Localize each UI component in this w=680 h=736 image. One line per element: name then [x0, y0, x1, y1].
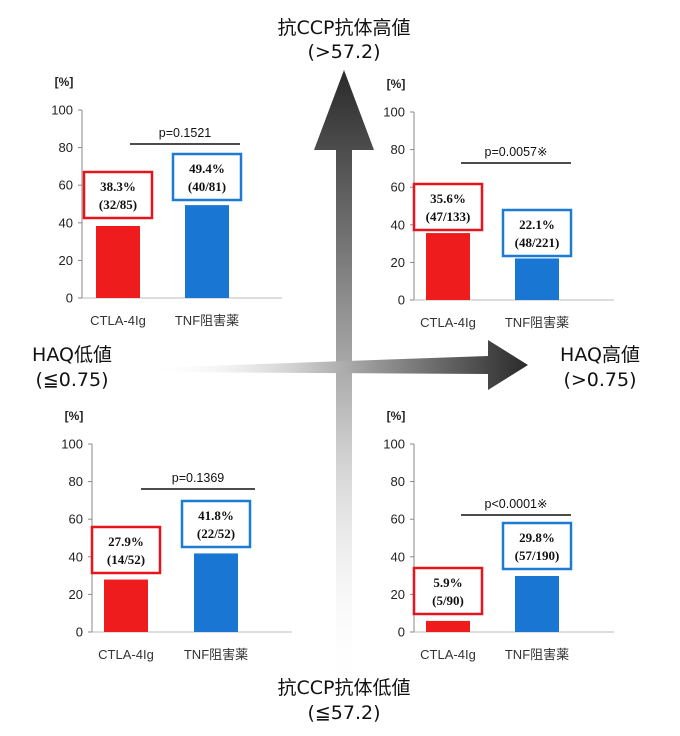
y-tick-label: 40 [391, 549, 405, 564]
data-label-fraction: (47/133) [426, 209, 471, 224]
bar-tnf-inhibitor [194, 553, 238, 632]
y-tick-label: 60 [391, 180, 405, 195]
y-tick-label: 20 [59, 253, 73, 268]
data-label-box [180, 499, 252, 549]
data-label-percent: 35.6% [430, 191, 466, 206]
x-category-label: TNF阻害薬 [505, 315, 569, 330]
y-tick-label: 0 [76, 625, 83, 640]
bar-ctla-4ig [426, 233, 470, 300]
left-axis-label-line2: (≦0.75) [35, 369, 108, 391]
y-unit-label: [%] [55, 75, 74, 89]
data-label-percent: 22.1% [519, 217, 555, 232]
right-axis-label-line1: HAQ高値 [560, 344, 640, 366]
data-label-percent: 29.8% [519, 530, 555, 545]
data-label-percent: 27.9% [108, 534, 144, 549]
top-axis-label-line1: 抗CCP抗体高値 [278, 17, 411, 39]
bottom-axis-label-line1: 抗CCP抗体低値 [278, 677, 411, 699]
bar-ctla-4ig [104, 579, 148, 632]
bar-ctla-4ig [426, 620, 470, 632]
y-unit-label: [%] [387, 409, 406, 423]
y-tick-label: 40 [391, 217, 405, 232]
y-tick-label: 80 [391, 142, 405, 157]
chart-top-left: [%] 0 20 40 60 80 100 CTLA-4Ig 38.3% (32/85) TNF阻害… [51, 75, 282, 328]
y-unit-label: [%] [387, 77, 406, 91]
data-label-box [82, 170, 154, 220]
bar-ctla-4ig [96, 225, 140, 298]
y-tick-label: 80 [59, 140, 73, 155]
chart-bottom-left: [%] 0 20 40 60 80 100 CTLA-4Ig 27.9% (14/52) TNF阻害… [61, 409, 292, 662]
data-label-fraction: (32/85) [99, 197, 137, 212]
top-axis-label-line2: (>57.2) [307, 41, 380, 63]
y-tick-label: 60 [59, 178, 73, 193]
data-label-fraction: (40/81) [188, 179, 226, 194]
y-tick-label: 20 [391, 255, 405, 270]
data-label-box [501, 521, 573, 571]
pvalue-label: p=0.0057※ [485, 145, 548, 159]
bar-tnf-inhibitor [185, 205, 229, 298]
bar-tnf-inhibitor [515, 258, 559, 300]
y-tick-label: 40 [69, 549, 83, 564]
data-label-box [90, 525, 162, 575]
horizontal-axis-arrow [150, 340, 528, 390]
x-category-label: TNF阻害薬 [175, 313, 239, 328]
bar-charts: [%] 0 20 40 60 80 100 CTLA-4Ig 38.3% (32/85) TNF阻害… [51, 75, 614, 662]
y-tick-label: 100 [383, 437, 405, 452]
y-tick-label: 100 [383, 105, 405, 120]
data-label-fraction: (57/190) [515, 548, 560, 563]
y-tick-label: 20 [391, 587, 405, 602]
data-label-percent: 38.3% [100, 179, 136, 194]
y-tick-label: 0 [398, 625, 405, 640]
data-label-percent: 49.4% [189, 161, 225, 176]
y-tick-label: 80 [391, 474, 405, 489]
pvalue-label: p=0.1521 [159, 126, 212, 140]
data-label-box [412, 566, 484, 616]
right-axis-label-line2: (>0.75) [563, 369, 636, 391]
pvalue-label: p<0.0001※ [485, 497, 548, 511]
data-label-percent: 41.8% [198, 508, 234, 523]
x-category-label: CTLA-4Ig [420, 315, 476, 330]
data-label-box [501, 208, 573, 258]
x-category-label: CTLA-4Ig [420, 647, 476, 662]
y-tick-label: 60 [391, 512, 405, 527]
bottom-axis-label-line2: (≦57.2) [307, 702, 380, 724]
y-tick-label: 100 [61, 437, 83, 452]
data-label-fraction: (14/52) [107, 552, 145, 567]
chart-bottom-right: [%] 0 20 40 60 80 100 CTLA-4Ig 5.9% (5/90) TNF阻害薬 2… [383, 409, 614, 662]
y-tick-label: 20 [69, 587, 83, 602]
data-label-box [412, 182, 484, 232]
y-tick-label: 40 [59, 215, 73, 230]
data-label-percent: 5.9% [433, 575, 462, 590]
y-unit-label: [%] [65, 409, 84, 423]
bar-tnf-inhibitor [515, 575, 559, 632]
data-label-box [171, 152, 243, 202]
x-category-label: CTLA-4Ig [90, 313, 146, 328]
y-tick-label: 0 [66, 291, 73, 306]
data-label-fraction: (22/52) [197, 526, 235, 541]
vertical-axis-arrow [314, 70, 374, 692]
left-axis-label-line1: HAQ低値 [32, 344, 112, 366]
pvalue-label: p=0.1369 [172, 471, 225, 485]
data-label-fraction: (5/90) [432, 593, 464, 608]
chart-top-right: [%] 0 20 40 60 80 100 CTLA-4Ig 35.6% (47/133) TNF阻… [383, 77, 614, 330]
y-tick-label: 0 [398, 293, 405, 308]
data-label-fraction: (48/221) [515, 235, 560, 250]
x-category-label: TNF阻害薬 [184, 647, 248, 662]
x-category-label: TNF阻害薬 [505, 647, 569, 662]
y-tick-label: 80 [69, 474, 83, 489]
y-tick-label: 100 [51, 103, 73, 118]
x-category-label: CTLA-4Ig [98, 647, 154, 662]
y-tick-label: 60 [69, 512, 83, 527]
